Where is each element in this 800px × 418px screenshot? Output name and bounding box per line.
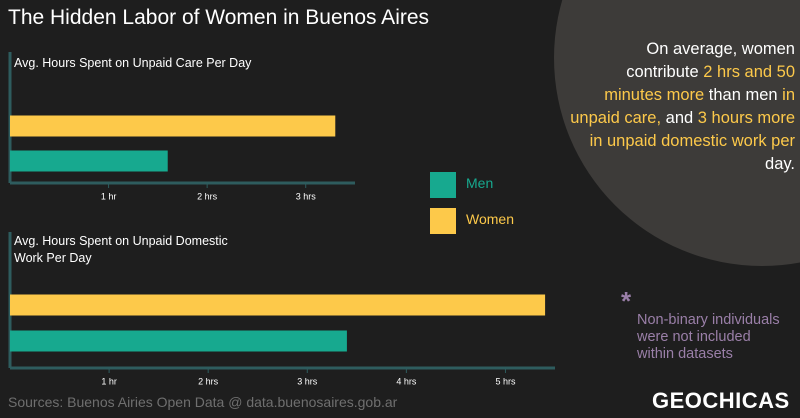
x-tick-label: 4 hrs <box>396 376 417 386</box>
x-tick-label: 5 hrs <box>495 376 516 386</box>
x-tick-label: 1 hr <box>101 191 117 201</box>
note-symbol: * <box>621 286 632 316</box>
logo: GEOCHICAS <box>652 388 790 413</box>
legend-label: Women <box>466 211 514 227</box>
chart-title: Avg. Hours Spent on Unpaid Domestic Work… <box>14 234 228 265</box>
callout: On average, women contribute 2 hrs and 5… <box>570 38 795 176</box>
callout-text: 2 hrs and 50 minutes more <box>604 63 795 104</box>
bar <box>10 150 168 172</box>
callout-text: On average, women contribute <box>626 40 795 81</box>
x-tick-label: 2 hrs <box>197 191 218 201</box>
legend-swatch <box>430 172 456 198</box>
callout-text: than men <box>708 86 778 104</box>
callout-text: day. <box>765 155 795 173</box>
callout-text: 3 hours more in unpaid domestic work per <box>589 109 795 150</box>
callout-text: and <box>665 109 694 127</box>
source: Sources: Buenos Airies Open Data @ data.… <box>8 394 398 410</box>
x-tick-label: 3 hrs <box>296 191 317 201</box>
x-tick-label: 3 hrs <box>297 376 318 386</box>
bar <box>10 115 336 137</box>
page-title: The Hidden Labor of Women in Buenos Aire… <box>8 6 430 29</box>
callout-circle <box>554 0 800 266</box>
callout-text: in unpaid care, <box>570 86 795 127</box>
x-tick-label: 2 hrs <box>198 376 219 386</box>
bar <box>10 330 347 352</box>
legend-label: Men <box>466 175 494 191</box>
x-tick-label: 1 hr <box>101 376 117 386</box>
chart-title: Avg. Hours Spent on Unpaid Care Per Day <box>14 56 252 70</box>
bar <box>10 294 546 316</box>
legend-swatch <box>430 208 456 234</box>
note: Non-binary individuals were not included… <box>637 312 780 362</box>
